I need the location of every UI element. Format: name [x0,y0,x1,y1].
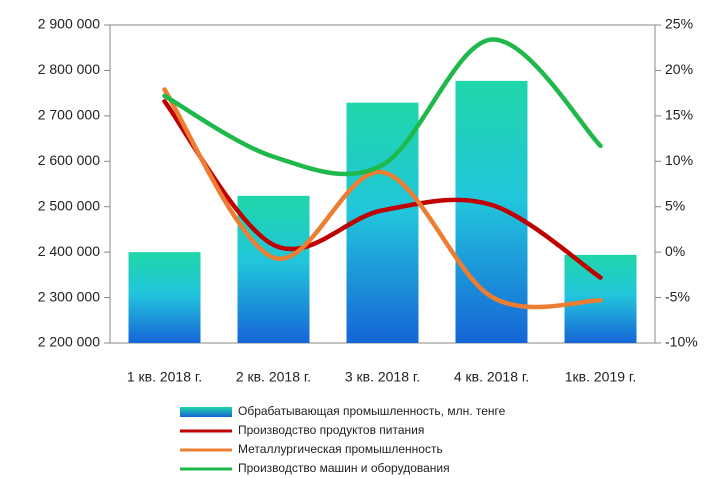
x-tick-label: 2 кв. 2018 г. [236,369,311,385]
line-series [162,99,603,280]
legend-label: Обрабатывающая промышленность, млн. тенг… [238,404,506,418]
line-series [162,87,603,310]
y2-tick-label: 0% [665,243,685,259]
legend-label: Производство машин и оборудования [238,461,450,475]
y2-tick-label: 15% [665,107,693,123]
y2-tick-label: 10% [665,152,693,168]
y2-tick-label: 25% [665,16,693,32]
x-tick-label: 1кв. 2019 г. [565,369,636,385]
y2-tick-label: 5% [665,197,685,213]
y2-tick-label: -10% [665,334,698,350]
y-tick-label: 2 600 000 [38,152,100,168]
y-tick-label: 2 500 000 [38,197,100,213]
y-tick-label: 2 800 000 [38,61,100,77]
y2-tick-label: 20% [665,61,693,77]
x-tick-label: 1 кв. 2018 г. [127,369,202,385]
y-tick-label: 2 200 000 [38,334,100,350]
y-tick-label: 2 700 000 [38,107,100,123]
y-tick-label: 2 300 000 [38,288,100,304]
x-tick-label: 3 кв. 2018 г. [345,369,420,385]
x-tick-label: 4 кв. 2018 г. [454,369,529,385]
y2-tick-label: -5% [665,288,690,304]
bar [237,195,310,343]
bar [128,252,201,343]
y-tick-label: 2 900 000 [38,16,100,32]
legend-label: Металлургическая промышленность [238,442,443,456]
line-series [162,37,603,177]
legend-label: Производство продуктов питания [238,423,424,437]
y-tick-label: 2 400 000 [38,243,100,259]
bar [455,80,528,344]
legend-swatch [180,407,232,417]
